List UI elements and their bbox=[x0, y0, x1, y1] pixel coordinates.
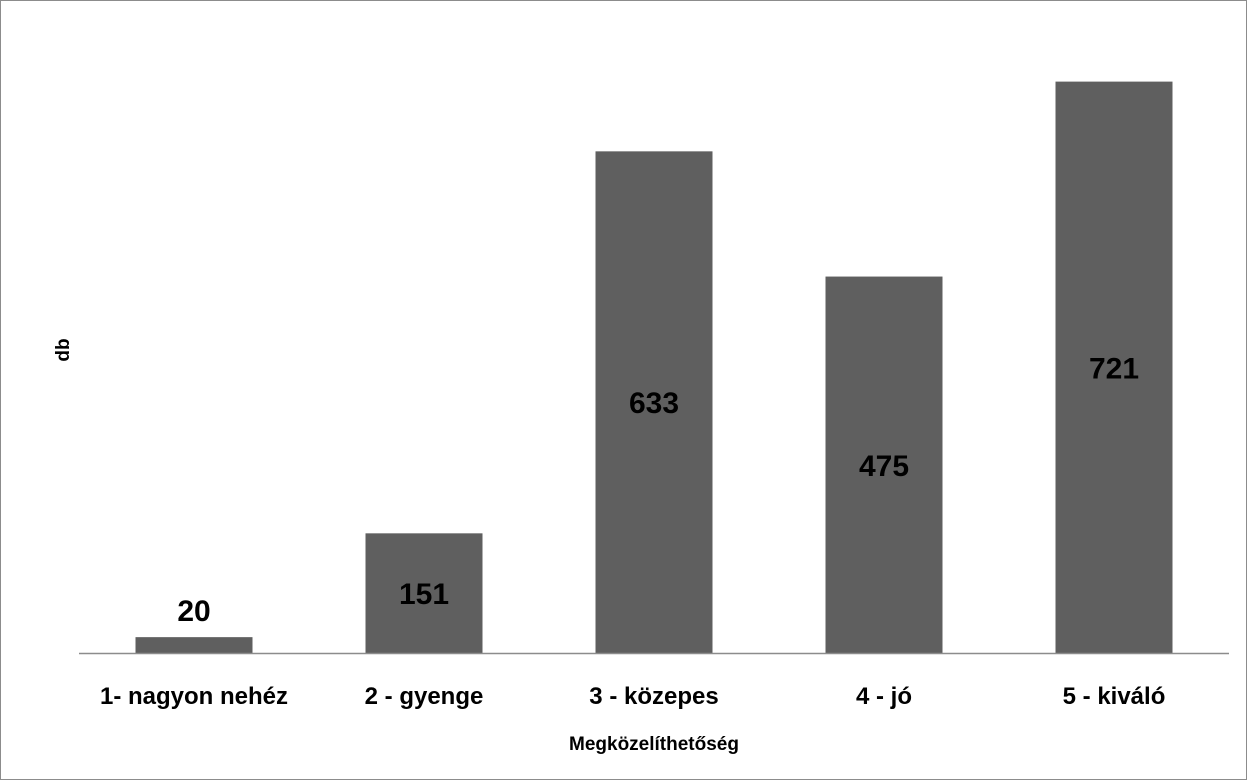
bar-1 bbox=[135, 637, 253, 653]
data-label-4: 475 bbox=[859, 450, 909, 483]
x-tick-label-2: 2 - gyenge bbox=[365, 683, 484, 710]
data-label-3: 633 bbox=[629, 387, 679, 420]
bar-4 bbox=[825, 276, 943, 653]
data-label-2: 151 bbox=[399, 578, 449, 611]
data-label-1: 20 bbox=[177, 595, 210, 628]
y-axis-title: db bbox=[53, 338, 74, 361]
x-tick-labels-group: 1- nagyon nehéz 2 - gyenge 3 - közepes 4 - … bbox=[100, 683, 1165, 710]
x-axis-title: Megközelíthetőség bbox=[569, 734, 739, 755]
bar-3 bbox=[595, 151, 713, 653]
x-tick-label-4: 4 - jó bbox=[856, 683, 912, 710]
x-tick-label-1: 1- nagyon nehéz bbox=[100, 683, 288, 710]
x-tick-label-3: 3 - közepes bbox=[589, 683, 718, 710]
bar-2 bbox=[365, 533, 483, 653]
data-label-5: 721 bbox=[1089, 352, 1139, 385]
bar-5 bbox=[1055, 81, 1173, 654]
x-tick-label-5: 5 - kiváló bbox=[1063, 683, 1166, 710]
value-labels-group: 20 151 633 475 721 bbox=[177, 352, 1139, 628]
bars-group bbox=[135, 81, 1173, 654]
